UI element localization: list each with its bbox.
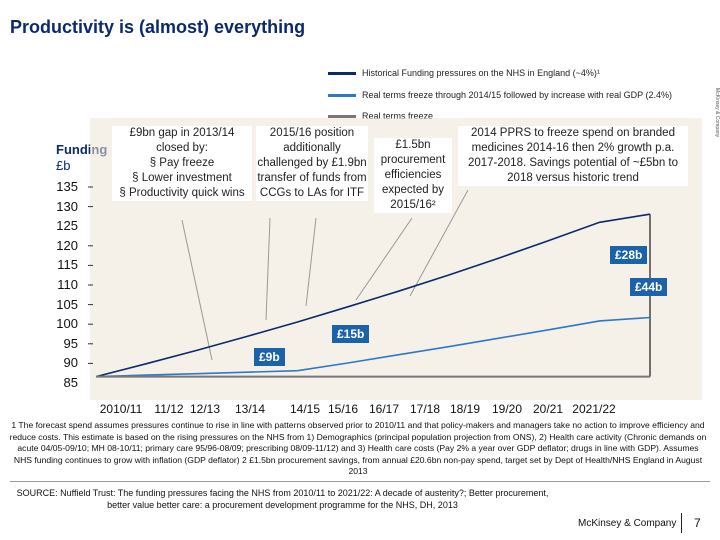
- y-tick-label: 125: [56, 218, 78, 234]
- page-number: 7: [694, 516, 701, 530]
- annotation-gap-title: £9bn gap in 2013/14 closed by:: [129, 127, 235, 154]
- annotation-leaders: [181, 189, 469, 361]
- y-tick-label: 130: [56, 198, 78, 214]
- x-tick-label: 15/16: [327, 402, 359, 416]
- y-tick-label: 120: [56, 237, 78, 253]
- x-tick-label: 13/14: [234, 402, 266, 416]
- source-text: SOURCE: Nuffield Trust: The funding pres…: [16, 488, 549, 510]
- annotation-gap: £9bn gap in 2013/14 closed by: § Pay fre…: [112, 126, 252, 201]
- x-tick-label: 18/19: [449, 402, 481, 416]
- y-tick-label: 110: [57, 277, 78, 292]
- leader-line: [305, 217, 317, 307]
- x-tick-label: 2010/11: [99, 402, 143, 416]
- legend-label-freeze: Real terms freeze: [362, 111, 434, 121]
- callout-15b: £15b: [332, 325, 370, 343]
- x-tick-label: 14/15: [289, 402, 321, 416]
- legend-item-gdp: Real terms freeze through 2014/15 follow…: [328, 88, 672, 102]
- y-tick-label: 135: [56, 179, 78, 194]
- y-tick-marks: [88, 186, 93, 364]
- annotation-gap-bullet-investment: § Lower investment: [132, 172, 232, 184]
- x-tick-label: 11/12: [154, 402, 184, 416]
- leader-line: [265, 217, 271, 321]
- legend-label-historical: Historical Funding pressures on the NHS …: [362, 68, 600, 78]
- x-tick-label: 12/13: [189, 402, 221, 416]
- footnote: 1 The forecast spend assumes pressures c…: [9, 420, 707, 476]
- annotation-position: 2015/16 position additionally challenged…: [256, 126, 368, 201]
- series-line-0: [95, 213, 651, 378]
- brand-name: McKinsey & Company: [578, 518, 677, 529]
- footer-separator: [681, 513, 682, 533]
- annotation-pprs: 2014 PPRS to freeze spend on branded med…: [458, 126, 688, 186]
- y-tick-label: 85: [63, 375, 78, 390]
- side-note: McKinsey & Company: [714, 88, 720, 138]
- legend-swatch-historical: [328, 71, 356, 75]
- y-tick-label: 95: [63, 335, 78, 351]
- y-tick-label: 100: [56, 316, 78, 332]
- legend-swatch-gdp: [328, 93, 356, 97]
- leader-line: [181, 219, 213, 361]
- y-axis-title: Funding: [56, 142, 108, 157]
- y-tick-label: 115: [57, 257, 78, 273]
- footer: SOURCE: Nuffield Trust: The funding pres…: [10, 481, 710, 537]
- y-tick-label: 90: [63, 355, 78, 371]
- series-layer: [95, 213, 651, 378]
- legend-item-historical: Historical Funding pressures on the NHS …: [328, 66, 600, 80]
- annotation-procurement: £1.5bn procurement efficiencies expected…: [374, 138, 452, 213]
- leader-line: [355, 217, 413, 301]
- x-tick-label: 19/20: [491, 402, 523, 416]
- callout-9b: £9b: [254, 348, 285, 366]
- y-axis-unit: £b: [56, 158, 71, 173]
- x-tick-label: 2021/22: [572, 402, 616, 416]
- x-tick-label: 16/17: [368, 402, 400, 416]
- callout-28b: £28b: [610, 246, 648, 264]
- callout-44b: £44b: [630, 278, 668, 296]
- x-tick-label: 20/21: [532, 402, 564, 416]
- series-line-1: [95, 316, 651, 378]
- legend-item-freeze: Real terms freeze: [328, 109, 433, 123]
- legend-label-gdp: Real terms freeze through 2014/15 follow…: [362, 90, 672, 100]
- annotation-gap-bullet-pay: § Pay freeze: [149, 157, 215, 169]
- x-tick-label: 17/18: [409, 402, 441, 416]
- annotation-gap-bullet-productivity: § Productivity quick wins: [119, 187, 245, 199]
- y-tick-label: 105: [56, 296, 78, 312]
- page-title: Productivity is (almost) everything: [10, 17, 306, 37]
- legend-swatch-freeze: [328, 114, 356, 118]
